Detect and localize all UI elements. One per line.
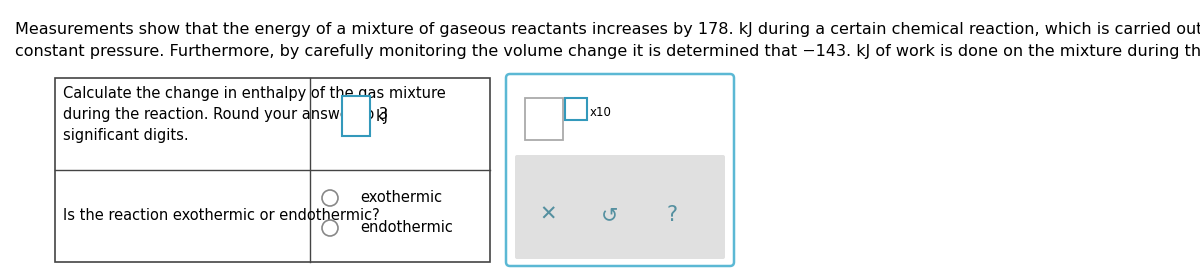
Bar [342,96,370,136]
FancyBboxPatch shape [515,155,725,259]
Text: Calculate the change in enthalpy of the gas mixture
during the reaction. Round y: Calculate the change in enthalpy of the … [64,86,445,143]
Bar [55,78,490,262]
Text: constant pressure. Furthermore, by carefully monitoring the volume change it is : constant pressure. Furthermore, by caref… [14,44,1200,59]
Text: Measurements show that the energy of a mixture of gaseous reactants increases by: Measurements show that the energy of a m… [14,22,1200,37]
Text: exothermic: exothermic [360,191,442,206]
Text: ↺: ↺ [601,205,619,225]
Text: ?: ? [666,205,678,225]
FancyBboxPatch shape [506,74,734,266]
Text: kJ: kJ [376,109,389,124]
Text: x10: x10 [590,106,612,119]
Text: endothermic: endothermic [360,220,452,235]
Circle shape [322,190,338,206]
Bar [526,98,563,140]
Bar [565,98,587,120]
Text: ✕: ✕ [539,205,557,225]
Circle shape [322,220,338,236]
Text: Is the reaction exothermic or endothermic?: Is the reaction exothermic or endothermi… [64,209,379,224]
